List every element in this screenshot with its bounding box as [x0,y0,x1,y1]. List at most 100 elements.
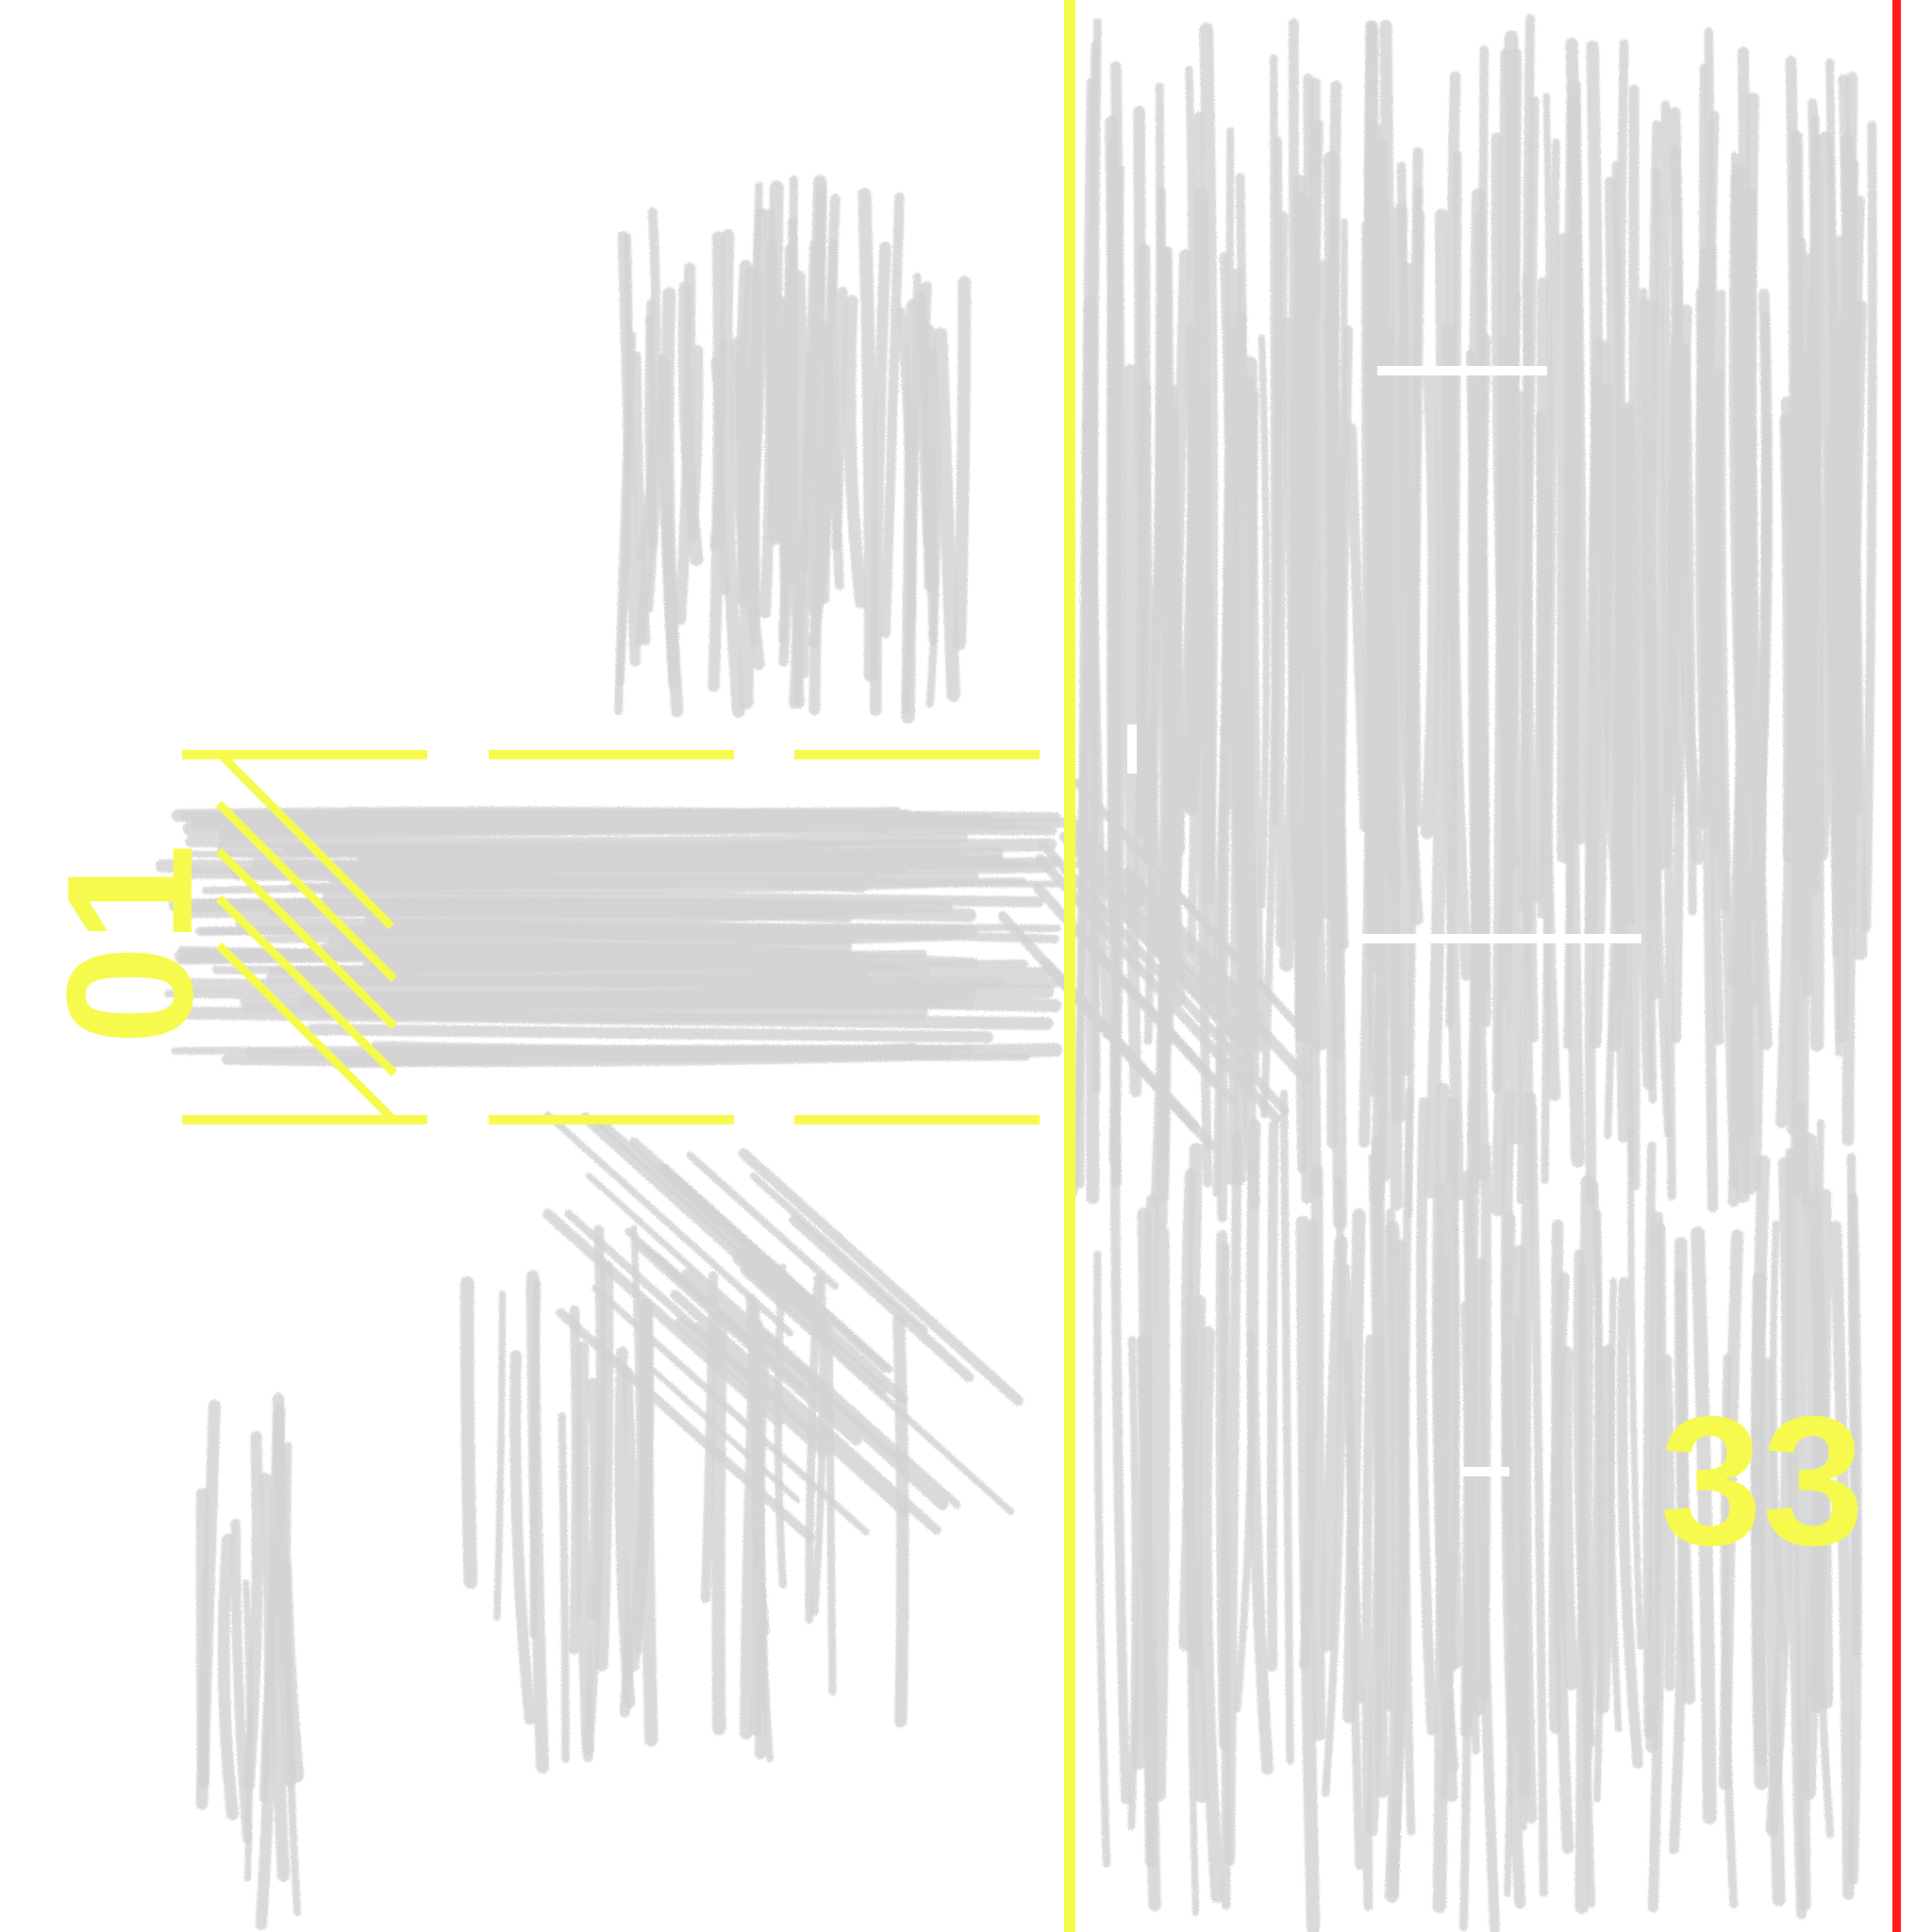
scribble-stroke [217,1533,239,1821]
scribble-stroke [1308,77,1327,1051]
scribble-stroke [1690,1226,1717,1824]
scribble-stroke [1790,350,1811,1198]
scribble-stroke [1411,186,1424,827]
scribble-stroke [1441,323,1465,1201]
scribble-stroke [686,1151,840,1291]
scribble-stroke [323,891,1044,908]
scribble-stroke [1275,211,1289,948]
scribble-stroke [789,1214,974,1383]
scribble-stroke [749,181,764,564]
scribble-stroke [265,973,1060,989]
scribble-stroke [660,287,682,690]
scribble-stroke [631,351,651,646]
scribble-stroke [585,1172,816,1381]
hatch-line [215,800,398,983]
number-label-01: 01 [30,841,230,1045]
scribble-stroke [933,327,960,702]
scribble-stroke [1233,1329,1256,1713]
scribble-stroke [283,1441,302,1917]
scribble-stroke [1389,204,1408,1124]
scribble-stroke [1224,1128,1242,1866]
scribble-stroke [459,1275,478,1590]
scribble-stroke [1459,1354,1474,1932]
scribble-stroke [1310,1164,1325,1741]
diagonal-hatch-icon [215,754,398,1122]
scribble-stroke [1109,1112,1131,1805]
scribble-stroke [892,1314,909,1728]
scribble-stroke [738,1148,1024,1407]
scribble-stroke [1065,814,1313,1086]
scribble-stroke [1636,298,1655,1091]
scribble-stroke [1295,1215,1321,1932]
scribble-stroke [639,1301,658,1747]
scribble-stroke [1604,160,1624,1140]
scribble-stroke [1073,778,1323,1052]
scribble-stroke [1573,1249,1595,1748]
scribble-stroke [1152,1225,1171,1802]
scribble-stroke [242,1579,254,1882]
scribble-stroke [1607,402,1637,1053]
scribble-stroke [1257,334,1271,909]
scribble-stroke [1645,1211,1664,1753]
scribble-stroke [1093,1250,1111,1868]
scribble-stroke [1847,1192,1862,1886]
scribble-stroke [953,275,972,651]
scribble-stroke [1346,423,1371,833]
scribble-stroke [1270,54,1279,826]
scribble-stroke [1446,1096,1463,1669]
scribble-stroke [1642,1141,1657,1739]
scribble-stroke [719,229,745,718]
scribble-stroke [1322,1177,1346,1797]
scribble-stroke [870,242,891,716]
scribble-stroke [1501,1212,1526,1909]
scribble-stroke [614,1346,636,1709]
scribble-stroke [1740,425,1758,1140]
scribble-stroke [1108,60,1126,1165]
scribble-stroke [659,1162,893,1374]
scribble-stroke [1361,1334,1375,1911]
scribble-stroke [740,1267,1015,1516]
scribble-stroke [1058,831,1257,1048]
scribble-stroke [306,1024,993,1043]
scribble-stroke [1670,145,1686,1043]
hatch-line [215,894,398,1077]
scribble-stroke [380,861,909,875]
scribble-stroke [185,832,968,850]
red-right-edge-line [1892,0,1901,1932]
scribble-stroke [217,841,969,864]
scribble-stroke [195,1399,221,1810]
scribble-stroke [805,1274,823,1624]
scribble-stroke [1342,1208,1366,1724]
scribble-stroke [1124,866,1263,1019]
scribble-stroke [1491,30,1520,1217]
scribble-stroke [216,818,1017,830]
scribble-stroke [1293,332,1306,1042]
scribble-stroke [255,1473,276,1930]
scribble-stroke [1527,1103,1548,1897]
scribble-stroke [1715,289,1740,1189]
scribble-stroke [1748,289,1774,923]
scribble-stroke [918,280,937,583]
number-label-33: 33 [1659,1378,1865,1584]
scribble-stroke [330,1045,864,1069]
scribble-stroke [774,1263,787,1589]
hatch-line [215,847,398,1030]
scribble-stroke [896,307,916,624]
scribble-stroke [1627,1127,1644,1650]
hatch-line [215,941,395,1122]
scribble-stroke [194,924,1059,944]
scribble-stroke [810,1272,827,1616]
scribble-stroke [843,294,868,608]
scribble-stroke [1779,413,1797,863]
scribble-stroke [709,357,725,551]
scribble-stroke [582,1224,607,1762]
scribble-stroke [1531,411,1548,903]
scribble-stroke [1198,1326,1224,1904]
scribble-stroke [730,337,755,591]
scribble-stroke [1660,100,1676,1201]
scribble-stroke [1541,138,1560,1185]
scribble-stroke [711,1317,727,1736]
scribble-stroke [1595,1344,1616,1714]
scribble-stroke [1751,1155,1771,1767]
scribble-stroke [569,1305,582,1656]
